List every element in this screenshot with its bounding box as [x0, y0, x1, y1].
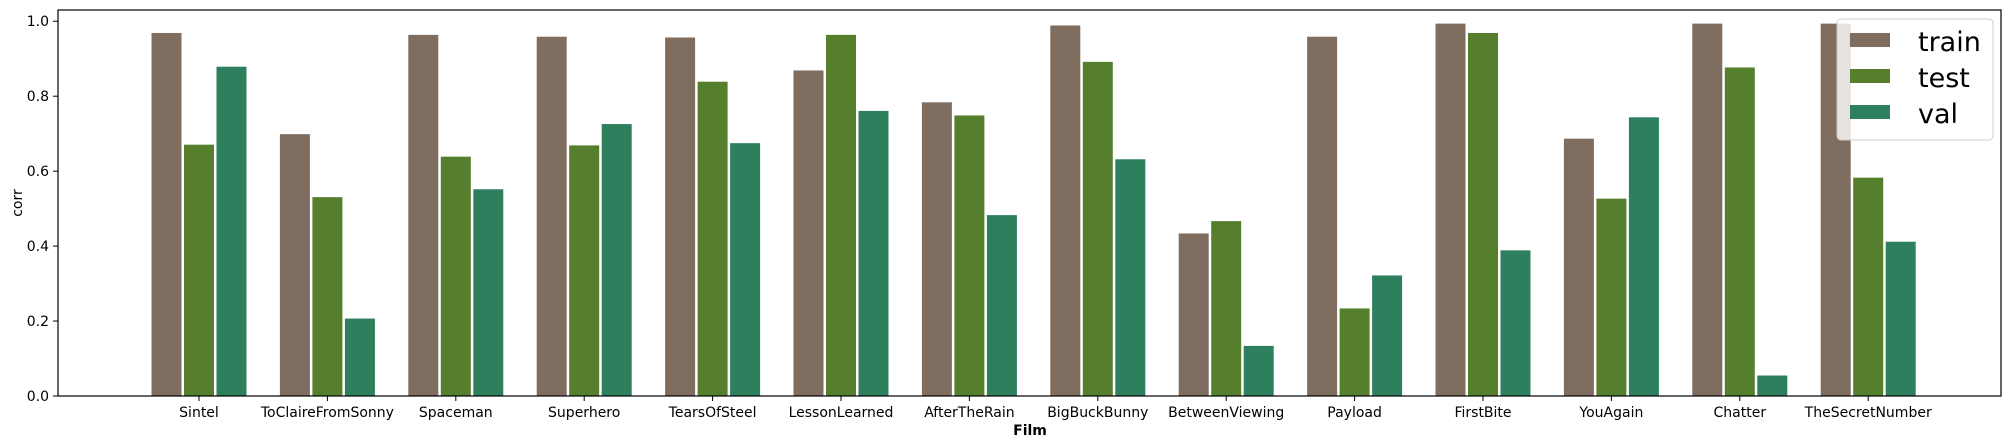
- bar-train-Spaceman: [407, 33, 440, 397]
- legend-swatch-val: [1850, 105, 1890, 119]
- legend-label-train: train: [1918, 27, 1981, 58]
- x-tick-label: Spaceman: [419, 405, 493, 421]
- x-tick-label: AfterTheRain: [924, 405, 1014, 421]
- bars-layer: [150, 22, 1917, 397]
- x-tick-label: Payload: [1327, 405, 1382, 421]
- bar-train-AfterTheRain: [920, 101, 953, 397]
- bar-test-Payload: [1338, 307, 1371, 397]
- bar-test-TheSecretNumber: [1852, 176, 1885, 397]
- x-axis-label: Film: [1013, 423, 1047, 439]
- bar-test-Spaceman: [439, 155, 472, 397]
- bar-train-LessonLearned: [792, 69, 825, 397]
- bar-test-BigBuckBunny: [1081, 60, 1114, 397]
- y-tick-label: 0.8: [27, 89, 49, 105]
- bar-test-BetweenViewing: [1210, 220, 1243, 397]
- legend-label-val: val: [1918, 99, 1958, 130]
- bar-train-FirstBite: [1434, 22, 1467, 397]
- x-tick-label: TheSecretNumber: [1804, 405, 1932, 421]
- bar-test-ToClaireFromSonny: [311, 196, 344, 397]
- bar-val-TearsOfSteel: [729, 142, 762, 397]
- bar-test-AfterTheRain: [953, 114, 986, 397]
- x-tick-label: YouAgain: [1578, 405, 1643, 421]
- bar-val-Payload: [1371, 274, 1404, 397]
- bar-val-Sintel: [215, 65, 248, 397]
- bar-train-BigBuckBunny: [1049, 24, 1082, 397]
- y-tick-label: 0.6: [27, 164, 49, 180]
- x-tick-label: Sintel: [179, 405, 219, 421]
- bar-val-FirstBite: [1499, 249, 1532, 397]
- bar-test-Sintel: [183, 143, 215, 397]
- bar-test-Superhero: [568, 144, 601, 397]
- x-tick-label: FirstBite: [1454, 405, 1511, 421]
- bar-train-Payload: [1306, 35, 1339, 397]
- y-tick-label: 0.4: [27, 239, 49, 255]
- legend-label-test: test: [1918, 63, 1970, 94]
- bar-val-YouAgain: [1627, 116, 1660, 397]
- bar-test-FirstBite: [1467, 31, 1499, 397]
- y-tick-label: 1.0: [27, 14, 49, 30]
- x-tick-label: TearsOfSteel: [668, 405, 757, 421]
- bar-val-BetweenViewing: [1242, 344, 1275, 397]
- legend-swatch-train: [1850, 33, 1890, 47]
- y-tick-label: 0.0: [27, 389, 49, 405]
- bar-train-Chatter: [1691, 22, 1724, 397]
- x-tick-label: ToClaireFromSonny: [260, 405, 394, 421]
- bar-val-Superhero: [600, 123, 633, 397]
- bar-val-ToClaireFromSonny: [343, 317, 376, 397]
- bar-val-Chatter: [1756, 374, 1789, 397]
- bar-val-AfterTheRain: [985, 214, 1018, 397]
- bar-train-YouAgain: [1562, 137, 1595, 397]
- x-tick-label: BigBuckBunny: [1047, 405, 1148, 421]
- bar-train-TearsOfSteel: [664, 36, 697, 397]
- bar-test-YouAgain: [1595, 197, 1628, 397]
- legend: train test val: [1836, 18, 1994, 141]
- y-axis: 0.0 0.2 0.4 0.6 0.8 1.0: [27, 14, 58, 405]
- bar-val-Spaceman: [472, 188, 505, 397]
- bar-val-LessonLearned: [857, 109, 890, 397]
- plot-frame: [57, 9, 2002, 397]
- bar-test-Chatter: [1723, 66, 1756, 397]
- bar-test-TearsOfSteel: [696, 80, 729, 397]
- x-tick-label: BetweenViewing: [1168, 405, 1284, 421]
- bar-test-LessonLearned: [825, 33, 857, 397]
- bar-val-TheSecretNumber: [1884, 240, 1917, 397]
- legend-swatch-test: [1850, 69, 1890, 83]
- bar-train-ToClaireFromSonny: [278, 133, 311, 397]
- x-tick-label: Superhero: [548, 405, 620, 421]
- bar-train-BetweenViewing: [1177, 232, 1210, 397]
- bar-train-Superhero: [535, 35, 568, 397]
- x-tick-label: LessonLearned: [789, 405, 894, 421]
- y-tick-label: 0.2: [27, 314, 49, 330]
- bar-val-BigBuckBunny: [1114, 158, 1147, 397]
- y-axis-label: corr: [10, 189, 26, 217]
- bar-train-Sintel: [150, 31, 183, 397]
- x-axis: Sintel ToClaireFromSonny Spaceman Superhero…: [179, 396, 1932, 421]
- x-tick-label: Chatter: [1714, 405, 1767, 421]
